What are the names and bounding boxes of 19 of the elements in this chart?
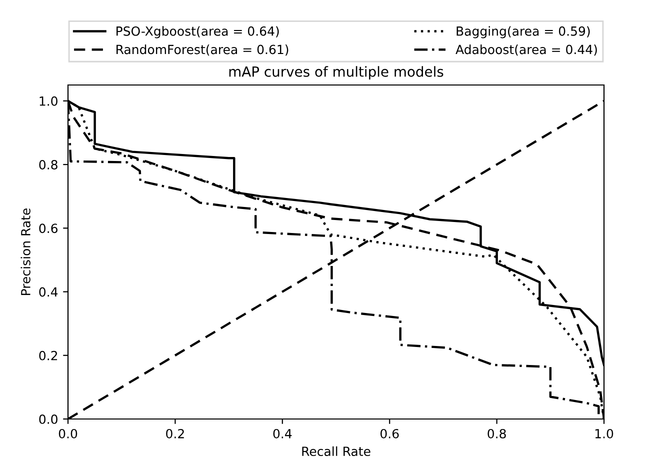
y-axis-title: Precision Rate <box>20 208 30 295</box>
y-tick-label: 0.0 <box>39 414 58 424</box>
y-tick-label: 0.8 <box>39 160 58 170</box>
x-tick-label: 0.4 <box>273 428 292 438</box>
legend-label: Bagging(area = 0.59) <box>456 26 590 38</box>
y-tick-label: 0.4 <box>39 287 58 297</box>
y-tick-label: 1.0 <box>40 96 58 106</box>
x-axis-title: Recall Rate <box>302 446 370 456</box>
x-tick-label: 1.0 <box>595 428 614 438</box>
x-tick-label: 0.2 <box>166 428 184 438</box>
x-tick-label: 0.0 <box>58 428 78 438</box>
x-tick-label: 0.8 <box>488 428 506 438</box>
legend-label: PSO-Xgboost(area = 0.64) <box>116 26 279 38</box>
legend-label: RandomForest(area = 0.61) <box>116 44 288 56</box>
y-tick-label: 0.2 <box>39 350 58 360</box>
legend-label: Adaboost(area = 0.44) <box>456 44 597 56</box>
y-tick-label: 0.6 <box>39 224 58 234</box>
x-tick-label: 0.6 <box>380 428 399 438</box>
chart-title: mAP curves of multiple models <box>229 66 444 80</box>
